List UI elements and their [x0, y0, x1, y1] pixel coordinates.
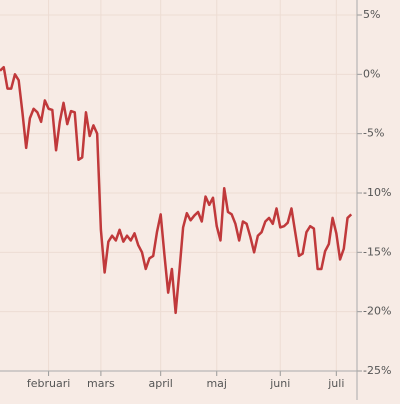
y-tick-label: -10% — [363, 186, 391, 199]
y-tick-label: -25% — [363, 364, 391, 377]
x-tick-label: juni — [269, 377, 290, 390]
x-tick-label: mars — [87, 377, 115, 390]
y-tick-label: 0% — [363, 67, 380, 80]
y-tick-label: -15% — [363, 245, 391, 258]
y-tick-label: -20% — [363, 305, 391, 318]
x-tick-label: april — [149, 377, 173, 390]
x-tick-label: maj — [206, 377, 227, 390]
series-line — [0, 65, 353, 315]
y-tick-label: -5% — [363, 127, 384, 140]
x-tick-label: juli — [327, 377, 344, 390]
x-tick-label: februari — [27, 377, 70, 390]
y-tick-label: 5% — [363, 8, 380, 21]
